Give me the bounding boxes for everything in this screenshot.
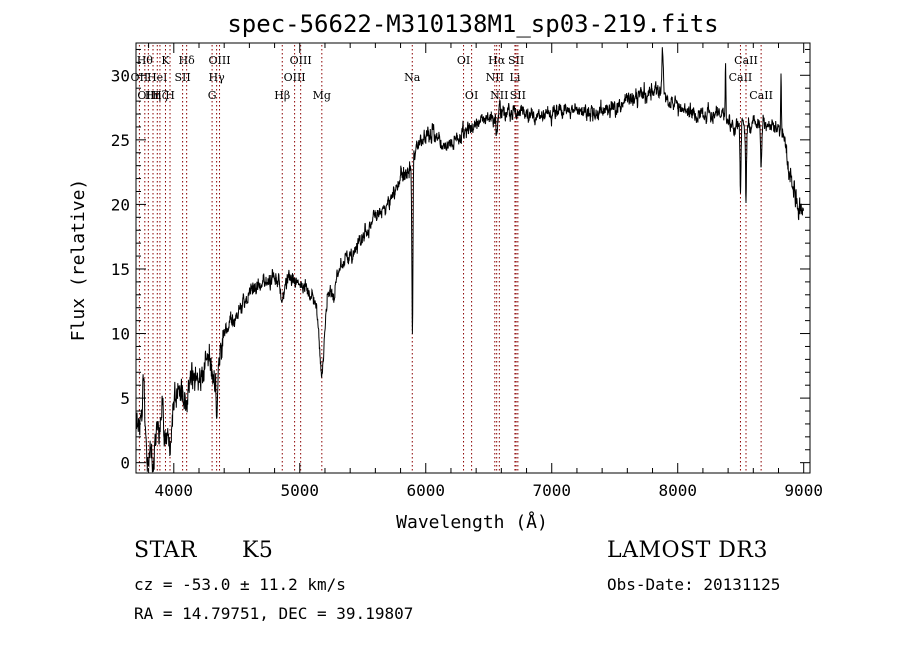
spectral-line-label: CaII [734, 54, 758, 67]
x-tick-label: 6000 [406, 481, 445, 500]
spectral-line-label: NII [490, 89, 508, 102]
spectral-line-label: Hα [488, 54, 506, 67]
spectral-line-label: Hγ [209, 71, 226, 84]
spectral-line-label: Mg [313, 89, 331, 102]
object-class: STAR [134, 538, 197, 563]
spectral-line-label: CaII [749, 89, 773, 102]
x-axis-label: Wavelength (Å) [396, 511, 548, 533]
survey-name: LAMOST DR3 [607, 538, 768, 563]
spectral-line-label: Hη [145, 89, 161, 102]
y-tick-label: 10 [111, 325, 130, 344]
spectral-line-label: Li [510, 71, 521, 84]
spectral-line-label: Hθ [137, 54, 154, 67]
spectral-line-label: SII [508, 54, 524, 67]
spectral-line-label: OIII [208, 54, 230, 67]
x-tick-label: 4000 [155, 481, 194, 500]
spectral-line-label: SII [510, 89, 526, 102]
object-subclass: K5 [242, 538, 274, 563]
x-tick-label: 5000 [281, 481, 320, 500]
spectral-line-label: H [165, 89, 175, 102]
spectral-line-label: OII [131, 71, 149, 84]
y-tick-label: 30 [111, 66, 130, 85]
spectral-line-label: OIII [284, 71, 306, 84]
spectrum-line [135, 47, 804, 473]
spectral-line-label: SII [174, 71, 190, 84]
spectral-line-label: Na [404, 71, 421, 84]
spectral-line-label: Hδ [179, 54, 196, 67]
y-tick-label: 25 [111, 131, 130, 150]
spectral-line-label: CaII [729, 71, 753, 84]
x-tick-label: 7000 [532, 481, 571, 500]
spectral-line-label: OIII [137, 89, 159, 102]
observation-date: Obs-Date: 20131125 [607, 575, 781, 594]
x-tick-label: 8000 [658, 481, 697, 500]
spectral-line-label: Hζ [152, 89, 168, 102]
spectral-line-label: G [208, 89, 217, 102]
spectral-line-label: OIII [290, 54, 312, 67]
x-tick-label: 9000 [784, 481, 823, 500]
x-axis: 4000 5000 6000 7000 8000 9000 [148, 43, 823, 500]
spectral-line-label: NII [486, 71, 504, 84]
plot-frame [135, 42, 811, 474]
redshift-cz: cz = -53.0 ± 11.2 km/s [134, 575, 346, 594]
spectral-line-label: OI [465, 89, 478, 102]
y-tick-label: 0 [120, 454, 130, 473]
spectral-line-label: HeI [147, 71, 167, 84]
y-tick-label: 20 [111, 195, 130, 214]
y-axis-label: Flux (relative) [68, 179, 89, 342]
spectral-line-label: OI [457, 54, 470, 67]
sky-coordinates: RA = 14.79751, DEC = 39.19807 [134, 604, 414, 623]
chart-title: spec-56622-M310138M1_sp03-219.fits [227, 10, 718, 38]
y-tick-label: 15 [111, 260, 130, 279]
spectral-line-label: K [161, 54, 170, 67]
spectral-line-label: Hβ [274, 89, 290, 102]
line-marker-layer: OIIHθOIIIHηHeIHζKHSIIHδGHγOIIIHβOIIIOIII… [131, 45, 773, 473]
y-tick-label: 5 [120, 389, 130, 408]
y-axis: 0 5 10 15 20 25 30 [111, 48, 810, 473]
